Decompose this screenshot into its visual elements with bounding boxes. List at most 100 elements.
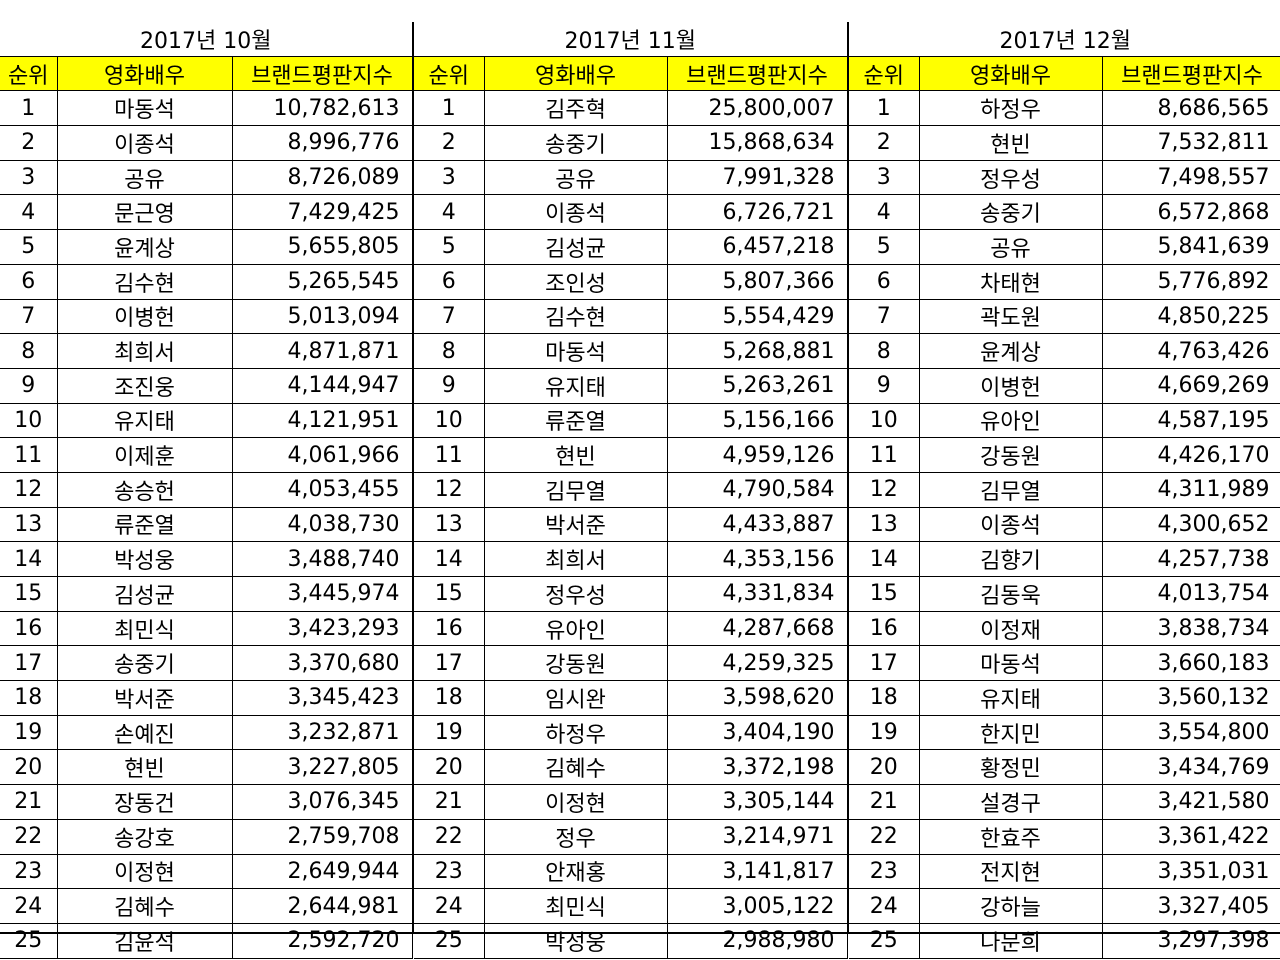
rank-cell: 23: [414, 854, 485, 890]
rank-cell: 15: [0, 576, 58, 612]
actor-name-cell: 송중기: [919, 194, 1103, 231]
actor-name-cell: 송승헌: [57, 472, 233, 508]
actor-name-cell: 공유: [919, 229, 1103, 265]
actor-name-cell: 유아인: [484, 611, 668, 647]
table-row: 2 이종석 8,996,776: [0, 125, 413, 161]
rank-cell: 20: [0, 749, 58, 786]
table-row: 24 최민식 3,005,122: [414, 888, 848, 924]
table-row: 6 차태현 5,776,892: [849, 264, 1280, 300]
rank-cell: 23: [849, 854, 920, 890]
rank-cell: 23: [0, 854, 58, 890]
brand-index-cell: 4,790,584: [667, 472, 848, 508]
actor-name-cell: 황정민: [919, 749, 1103, 786]
brand-index-cell: 6,572,868: [1102, 194, 1280, 231]
actor-name-cell: 박서준: [484, 507, 668, 543]
table-row: 11 이제훈 4,061,966: [0, 437, 413, 473]
actor-name-cell: 류준열: [57, 507, 233, 543]
rank-cell: 5: [0, 229, 58, 265]
rank-cell: 9: [414, 368, 485, 404]
rank-cell: 17: [414, 645, 485, 682]
rank-cell: 11: [849, 437, 920, 473]
table-row: 10 류준열 5,156,166: [414, 403, 848, 439]
actor-name-cell: 송강호: [57, 819, 233, 855]
rank-cell: 2: [414, 125, 485, 161]
brand-index-cell: 7,429,425: [232, 194, 413, 231]
actor-name-cell: 정우성: [919, 160, 1103, 196]
rank-cell: 4: [0, 194, 58, 231]
rank-cell: 13: [0, 507, 58, 543]
actor-name-cell: 손예진: [57, 715, 233, 751]
rank-cell: 22: [414, 819, 485, 855]
table-row: 13 류준열 4,038,730: [0, 507, 413, 543]
rank-cell: 2: [849, 125, 920, 161]
actor-name-cell: 김주혁: [484, 90, 668, 127]
rank-cell: 12: [414, 472, 485, 508]
rank-cell: 12: [849, 472, 920, 508]
actor-name-cell: 이제훈: [57, 437, 233, 473]
table-row: 1 마동석 10,782,613: [0, 90, 413, 127]
month-title: 2017년 10월: [0, 22, 413, 57]
actor-name-cell: 유지태: [57, 403, 233, 439]
actor-name-cell: 박성웅: [484, 923, 668, 959]
rank-cell: 6: [849, 264, 920, 300]
rank-cell: 22: [849, 819, 920, 855]
table-row: 3 공유 7,991,328: [414, 160, 848, 196]
rank-cell: 17: [849, 645, 920, 682]
table-row: 21 이정현 3,305,144: [414, 784, 848, 820]
rank-cell: 16: [0, 611, 58, 647]
actor-name-cell: 장동건: [57, 784, 233, 820]
table-row: 17 강동원 4,259,325: [414, 645, 848, 682]
actor-name-cell: 김성균: [484, 229, 668, 265]
actor-name-cell: 최민식: [484, 888, 668, 924]
actor-name-cell: 마동석: [57, 90, 233, 127]
table-row: 3 정우성 7,498,557: [849, 160, 1280, 196]
actor-name-cell: 이종석: [57, 125, 233, 161]
actor-name-cell: 김동욱: [919, 576, 1103, 612]
brand-index-cell: 3,327,405: [1102, 888, 1280, 924]
table-row: 9 이병헌 4,669,269: [849, 368, 1280, 404]
rank-cell: 7: [849, 299, 920, 335]
rank-cell: 9: [849, 368, 920, 404]
table-row: 7 곽도원 4,850,225: [849, 299, 1280, 335]
brand-index-cell: 4,257,738: [1102, 541, 1280, 577]
brand-index-cell: 3,232,871: [232, 715, 413, 751]
brand-index-cell: 3,554,800: [1102, 715, 1280, 751]
actor-name-cell: 정우성: [484, 576, 668, 612]
table-row: 12 송승헌 4,053,455: [0, 472, 413, 508]
rank-cell: 21: [849, 784, 920, 820]
table-row: 24 강하늘 3,327,405: [849, 888, 1280, 924]
brand-index-cell: 5,807,366: [667, 264, 848, 300]
brand-index-cell: 3,445,974: [232, 576, 413, 612]
rank-cell: 11: [414, 437, 485, 473]
actor-name-cell: 이정현: [57, 854, 233, 890]
actor-name-cell: 하정우: [919, 90, 1103, 127]
table-row: 2 송중기 15,868,634: [414, 125, 848, 161]
table-row: 7 김수현 5,554,429: [414, 299, 848, 335]
table-row: 18 유지태 3,560,132: [849, 680, 1280, 716]
brand-index-cell: 2,759,708: [232, 819, 413, 855]
actor-name-cell: 하정우: [484, 715, 668, 751]
brand-index-cell: 5,263,261: [667, 368, 848, 404]
actor-name-cell: 현빈: [484, 437, 668, 473]
rank-cell: 20: [414, 749, 485, 786]
rank-cell: 19: [0, 715, 58, 751]
ranking-table: 2017년 11월 순위 영화배우 브랜드평판지수 1 김주혁 25,800,007 2 송중기…: [414, 22, 848, 959]
brand-index-cell: 5,776,892: [1102, 264, 1280, 300]
table-row: 19 한지민 3,554,800: [849, 715, 1280, 751]
table-bottom-border: [0, 932, 1280, 934]
table-row: 13 박서준 4,433,887: [414, 507, 848, 543]
brand-index-cell: 2,649,944: [232, 854, 413, 890]
table-row: 22 한효주 3,361,422: [849, 819, 1280, 855]
table-row: 16 유아인 4,287,668: [414, 611, 848, 647]
rank-cell: 15: [414, 576, 485, 612]
rank-cell: 14: [0, 541, 58, 577]
table-row: 17 마동석 3,660,183: [849, 645, 1280, 682]
brand-index-cell: 8,996,776: [232, 125, 413, 161]
table-row: 15 김동욱 4,013,754: [849, 576, 1280, 612]
actor-name-cell: 임시완: [484, 680, 668, 716]
brand-index-cell: 8,686,565: [1102, 90, 1280, 127]
brand-index-cell: 4,353,156: [667, 541, 848, 577]
actor-name-cell: 차태현: [919, 264, 1103, 300]
ranking-sheet: 2017년 10월 순위 영화배우 브랜드평판지수 1 마동석 10,782,613 2 이종석…: [0, 22, 1280, 959]
rank-cell: 18: [414, 680, 485, 716]
